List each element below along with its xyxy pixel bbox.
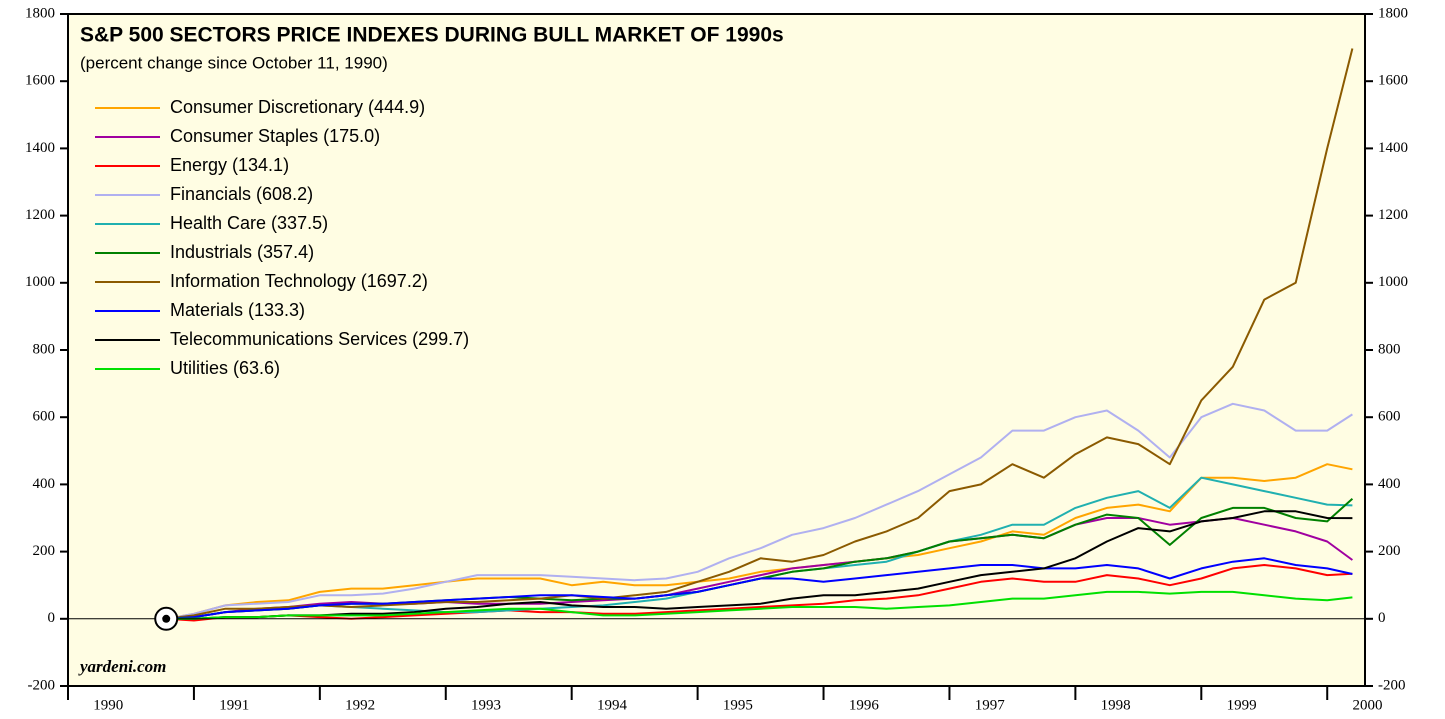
y-tick-label-right: 400 — [1378, 476, 1401, 492]
y-tick-label-right: 1200 — [1378, 207, 1408, 223]
x-tick-label: 1995 — [723, 697, 753, 713]
y-tick-label-left: 800 — [33, 341, 56, 357]
series-line — [166, 590, 1353, 620]
source-note: yardeni.com — [78, 657, 166, 676]
y-tick-label-right: 1800 — [1378, 5, 1408, 21]
chart-title: S&P 500 SECTORS PRICE INDEXES DURING BUL… — [80, 24, 784, 47]
y-tick-label-left: 1200 — [25, 207, 55, 223]
x-tick-label: 1993 — [471, 697, 501, 713]
legend-label: Industrials (357.4) — [170, 242, 314, 262]
legend-label: Information Technology (1697.2) — [170, 271, 428, 291]
legend-label: Energy (134.1) — [170, 155, 289, 175]
x-tick-label: 1999 — [1227, 697, 1257, 713]
x-tick-label: 1996 — [849, 697, 880, 713]
y-tick-label-left: -200 — [28, 677, 56, 693]
series-line — [166, 48, 1354, 620]
y-tick-label-right: 600 — [1378, 409, 1401, 425]
y-tick-label-left: 1000 — [25, 274, 55, 290]
y-tick-label-left: 600 — [33, 409, 56, 425]
x-tick-label: 1992 — [345, 697, 375, 713]
legend-label: Consumer Discretionary (444.9) — [170, 97, 425, 117]
y-tick-label-left: 400 — [33, 476, 56, 492]
x-tick-label: 1997 — [975, 697, 1006, 713]
y-tick-label-right: 200 — [1378, 543, 1401, 559]
lines — [166, 48, 1354, 622]
legend-label: Materials (133.3) — [170, 300, 305, 320]
y-tick-label-left: 1400 — [25, 140, 55, 156]
y-tick-label-left: 1600 — [25, 73, 55, 89]
series-line — [166, 463, 1353, 620]
x-tick-label: 1990 — [93, 697, 123, 713]
chart-subtitle: (percent change since October 11, 1990) — [80, 53, 388, 72]
y-tick-label-left: 1800 — [25, 5, 55, 21]
series-line — [166, 402, 1353, 620]
series-line — [166, 564, 1353, 622]
legend-label: Utilities (63.6) — [170, 358, 280, 378]
y-tick-label-right: 800 — [1378, 341, 1401, 357]
x-tick-label: 1994 — [597, 697, 628, 713]
start-dot — [162, 614, 171, 623]
legend-label: Health Care (337.5) — [170, 213, 328, 233]
series-line — [166, 557, 1353, 620]
y-tick-label-right: -200 — [1378, 677, 1406, 693]
legend-label: Consumer Staples (175.0) — [170, 126, 380, 146]
series-line — [166, 517, 1353, 620]
series-line — [166, 510, 1353, 620]
plot-background — [68, 14, 1365, 686]
y-tick-label-left: 0 — [48, 610, 56, 626]
y-tick-label-right: 1000 — [1378, 274, 1408, 290]
x-tick-label: 1998 — [1101, 697, 1131, 713]
legend-label: Telecommunications Services (299.7) — [170, 329, 469, 349]
y-tick-label-right: 0 — [1378, 610, 1386, 626]
y-tick-label-left: 200 — [33, 543, 56, 559]
y-tick-label-right: 1600 — [1378, 73, 1408, 89]
y-tick-label-right: 1400 — [1378, 140, 1408, 156]
x-tick-label: 2000 — [1353, 697, 1383, 713]
x-tick-label: 1991 — [219, 697, 249, 713]
legend-label: Financials (608.2) — [170, 184, 313, 204]
axes: Consumer Discretionary (444.9) Consumer S… — [25, 5, 1408, 713]
